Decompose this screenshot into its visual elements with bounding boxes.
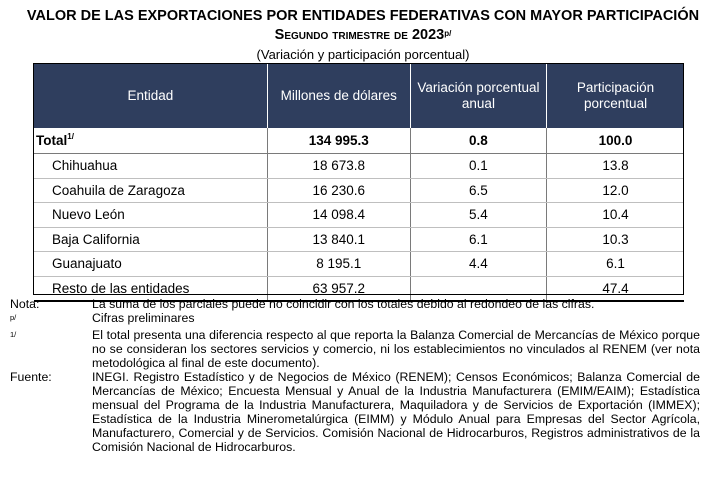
page-title: VALOR DE LAS EXPORTACIONES POR ENTIDADES… bbox=[26, 8, 700, 24]
note-text: La suma de los parciales puede no coinci… bbox=[92, 297, 595, 311]
total-label: Total bbox=[36, 133, 68, 148]
cell-variacion: 6.5 bbox=[409, 178, 547, 203]
cell-entidad: Coahuila de Zaragoza bbox=[34, 178, 268, 203]
table-row: Guanajuato 8 195.1 4.4 6.1 bbox=[34, 251, 684, 277]
cell-entidad: Resto de las entidades bbox=[34, 276, 268, 302]
header-participacion: Participación porcentual bbox=[546, 64, 684, 128]
header-entidad: Entidad bbox=[34, 64, 268, 128]
cell-millones: 14 098.4 bbox=[266, 202, 411, 228]
table-row-total: Total1/ 134 995.3 0.8 100.0 bbox=[34, 128, 684, 154]
header-millones: Millones de dólares bbox=[266, 64, 411, 128]
table-row: Coahuila de Zaragoza 16 230.6 6.5 12.0 bbox=[34, 178, 684, 203]
source-label: Fuente: bbox=[10, 370, 52, 385]
table-row: Nuevo León 14 098.4 5.4 10.4 bbox=[34, 202, 684, 228]
preliminary-mark: p/ bbox=[444, 29, 452, 38]
cell-millones: 16 230.6 bbox=[266, 178, 411, 203]
cell-participacion: 13.8 bbox=[546, 153, 684, 179]
table-row: Baja California 13 840.1 6.1 10.3 bbox=[34, 227, 684, 252]
source-row: Fuente: INEGI. Registro Estadístico y de… bbox=[10, 370, 700, 454]
cell-entidad: Baja California bbox=[34, 227, 268, 252]
cell-participacion: 6.1 bbox=[546, 251, 684, 277]
cell-participacion: 100.0 bbox=[546, 128, 684, 154]
note-row: Nota: La suma de los parciales puede no … bbox=[10, 297, 700, 311]
cell-millones: 134 995.3 bbox=[266, 128, 411, 154]
source-text: INEGI. Registro Estadístico y de Negocio… bbox=[92, 370, 700, 455]
cell-entidad: Chihuahua bbox=[34, 153, 268, 179]
header-row: Entidad Millones de dólares Variación po… bbox=[34, 64, 684, 128]
cell-participacion: 47.4 bbox=[546, 276, 684, 302]
cell-variacion: 0.8 bbox=[409, 128, 547, 154]
cell-participacion: 12.0 bbox=[546, 178, 684, 203]
total-note-row: 1/ El total presenta una diferencia resp… bbox=[10, 328, 700, 370]
page-subtitle-period: Segundo trimestre de 2023p/ bbox=[0, 27, 726, 44]
cell-millones: 63 957.2 bbox=[266, 276, 411, 302]
note-label: Nota: bbox=[10, 297, 40, 311]
cell-variacion: 5.4 bbox=[409, 202, 547, 228]
table-subtitle: (Variación y participación porcentual) bbox=[256, 47, 470, 62]
cell-entidad: Guanajuato bbox=[34, 251, 268, 277]
cell-millones: 8 195.1 bbox=[266, 251, 411, 277]
cell-entidad: Nuevo León bbox=[34, 202, 268, 228]
cell-millones: 18 673.8 bbox=[266, 153, 411, 179]
cell-millones: 13 840.1 bbox=[266, 227, 411, 252]
exports-table: Entidad Millones de dólares Variación po… bbox=[34, 64, 684, 302]
cell-variacion: 6.1 bbox=[409, 227, 547, 252]
header-variacion: Variación porcentual anual bbox=[409, 64, 547, 128]
footnotes: Nota: La suma de los parciales puede no … bbox=[10, 297, 700, 454]
preliminary-note-text: Cifras preliminares bbox=[92, 311, 195, 325]
total-note-text: El total presenta una diferencia respect… bbox=[92, 328, 700, 371]
cell-variacion bbox=[409, 276, 547, 302]
cell-variacion: 0.1 bbox=[409, 153, 547, 179]
table-row: Resto de las entidades 63 957.2 47.4 bbox=[34, 276, 684, 302]
total-note-label: 1/ bbox=[10, 330, 17, 340]
preliminary-note-label: p/ bbox=[10, 313, 17, 322]
period-text: Segundo trimestre de 2023 bbox=[274, 27, 445, 43]
preliminary-note-row: p/ Cifras preliminares bbox=[10, 311, 700, 328]
cell-variacion: 4.4 bbox=[409, 251, 547, 277]
cell-participacion: 10.4 bbox=[546, 202, 684, 228]
total-footnote-mark: 1/ bbox=[67, 132, 74, 141]
table-row: Chihuahua 18 673.8 0.1 13.8 bbox=[34, 153, 684, 179]
cell-entidad: Total1/ bbox=[34, 128, 268, 154]
cell-participacion: 10.3 bbox=[546, 227, 684, 252]
